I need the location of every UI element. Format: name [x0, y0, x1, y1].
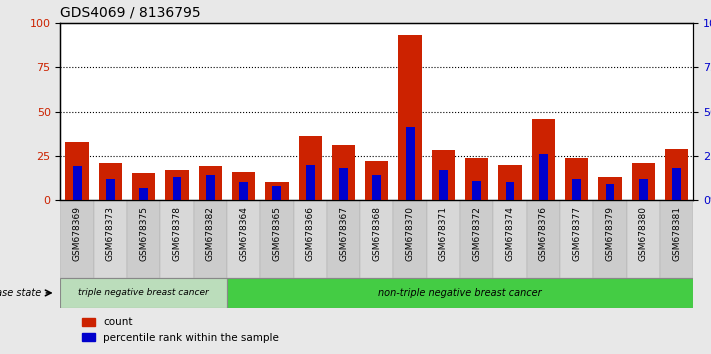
Bar	[106, 179, 114, 200]
Bar	[161, 200, 193, 278]
Bar	[373, 175, 381, 200]
Text: GSM678377: GSM678377	[572, 206, 581, 261]
Bar	[332, 145, 356, 200]
Text: GSM678374: GSM678374	[506, 206, 515, 261]
Bar	[227, 200, 260, 278]
Bar	[565, 158, 588, 200]
Bar	[306, 165, 315, 200]
Bar	[532, 119, 555, 200]
Text: GSM678380: GSM678380	[638, 206, 648, 261]
Bar	[227, 278, 693, 308]
Bar	[260, 200, 294, 278]
Bar	[60, 200, 94, 278]
Legend: count, percentile rank within the sample: count, percentile rank within the sample	[78, 313, 284, 347]
Bar	[593, 200, 626, 278]
Text: GSM678381: GSM678381	[672, 206, 681, 261]
Bar	[193, 200, 227, 278]
Bar	[239, 182, 248, 200]
Text: GSM678369: GSM678369	[73, 206, 82, 261]
Text: GSM678375: GSM678375	[139, 206, 148, 261]
Bar	[360, 200, 393, 278]
Bar	[99, 163, 122, 200]
Text: disease state: disease state	[0, 288, 41, 298]
Bar	[506, 182, 515, 200]
Bar	[139, 188, 148, 200]
Bar	[339, 168, 348, 200]
Text: GSM678368: GSM678368	[373, 206, 381, 261]
Bar	[465, 158, 488, 200]
Bar	[672, 168, 681, 200]
Bar	[299, 136, 322, 200]
Bar	[65, 142, 89, 200]
Bar	[393, 200, 427, 278]
Text: GSM678371: GSM678371	[439, 206, 448, 261]
Bar	[265, 182, 289, 200]
Bar	[472, 181, 481, 200]
Bar	[94, 200, 127, 278]
Bar	[173, 177, 181, 200]
Bar	[294, 200, 327, 278]
Text: GSM678366: GSM678366	[306, 206, 315, 261]
Text: GSM678364: GSM678364	[239, 206, 248, 261]
Text: GSM678373: GSM678373	[106, 206, 115, 261]
Bar	[498, 165, 522, 200]
Bar	[439, 170, 448, 200]
Text: GSM678365: GSM678365	[272, 206, 282, 261]
Bar	[206, 175, 215, 200]
Bar	[166, 170, 188, 200]
Text: GSM678367: GSM678367	[339, 206, 348, 261]
Text: triple negative breast cancer: triple negative breast cancer	[78, 289, 209, 297]
Bar	[60, 278, 227, 308]
Bar	[639, 179, 648, 200]
Bar	[598, 177, 621, 200]
Text: GSM678382: GSM678382	[205, 206, 215, 261]
Bar	[539, 154, 547, 200]
Bar	[560, 200, 593, 278]
Bar	[132, 173, 155, 200]
Bar	[572, 179, 581, 200]
Bar	[406, 127, 415, 200]
Bar	[427, 200, 460, 278]
Bar	[606, 184, 614, 200]
Bar	[527, 200, 560, 278]
Bar	[665, 149, 688, 200]
Bar	[398, 35, 422, 200]
Bar	[631, 163, 655, 200]
Bar	[198, 166, 222, 200]
Text: GSM678376: GSM678376	[539, 206, 548, 261]
Bar	[460, 200, 493, 278]
Bar	[232, 172, 255, 200]
Bar	[493, 200, 527, 278]
Text: GDS4069 / 8136795: GDS4069 / 8136795	[60, 5, 201, 19]
Text: GSM678372: GSM678372	[472, 206, 481, 261]
Bar	[432, 150, 455, 200]
Bar	[73, 166, 82, 200]
Text: GSM678379: GSM678379	[606, 206, 614, 261]
Bar	[626, 200, 660, 278]
Bar	[660, 200, 693, 278]
Bar	[127, 200, 161, 278]
Text: non-triple negative breast cancer: non-triple negative breast cancer	[378, 288, 542, 298]
Text: GSM678378: GSM678378	[173, 206, 181, 261]
Bar	[327, 200, 360, 278]
Bar	[365, 161, 388, 200]
Bar	[272, 186, 282, 200]
Text: GSM678370: GSM678370	[406, 206, 415, 261]
